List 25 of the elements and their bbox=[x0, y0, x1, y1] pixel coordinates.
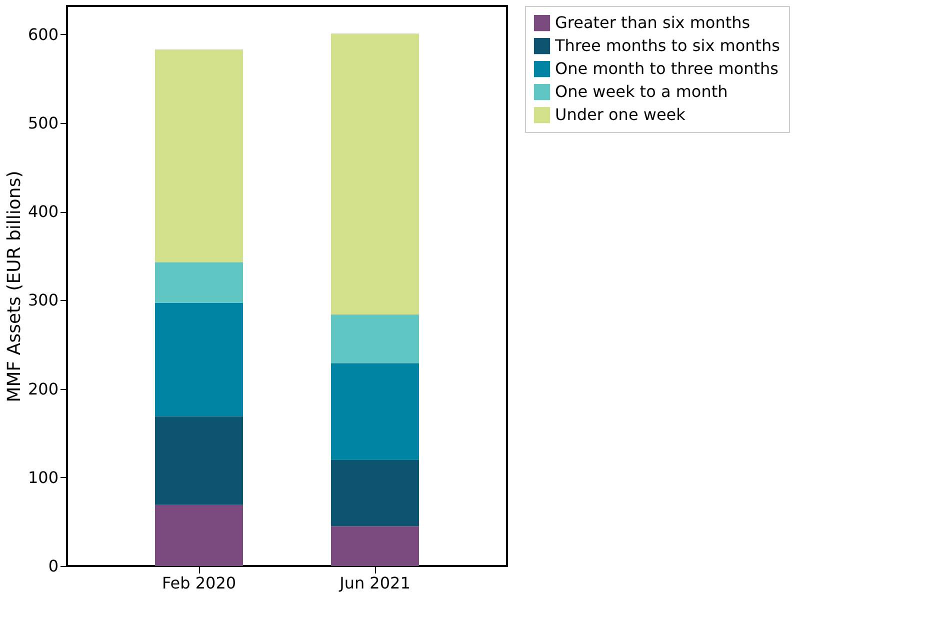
bar bbox=[155, 416, 243, 505]
y-tick-label: 200 bbox=[28, 379, 58, 398]
legend-label: Three months to six months bbox=[554, 36, 780, 55]
bar bbox=[155, 504, 243, 566]
bar bbox=[331, 33, 419, 314]
legend-label: One month to three months bbox=[555, 59, 779, 78]
y-tick-label: 300 bbox=[28, 290, 58, 310]
x-tick-label: Jun 2021 bbox=[338, 574, 410, 592]
bar bbox=[155, 49, 243, 262]
bar bbox=[155, 262, 243, 303]
y-tick-label: 100 bbox=[28, 468, 58, 487]
bar bbox=[155, 302, 243, 416]
x-tick-label: Feb 2020 bbox=[162, 574, 236, 592]
y-tick-label: 500 bbox=[28, 113, 58, 132]
y-axis-title: MMF Assets (EUR billions) bbox=[4, 170, 25, 402]
legend-label: One week to a month bbox=[555, 82, 728, 101]
y-tick-label: 400 bbox=[28, 202, 58, 222]
legend-label: Greater than six months bbox=[555, 13, 750, 32]
bar bbox=[331, 314, 419, 364]
y-tick-label: 600 bbox=[28, 24, 58, 44]
bar bbox=[331, 526, 419, 566]
y-tick-label: 0 bbox=[48, 556, 58, 576]
bar bbox=[331, 460, 419, 526]
legend-label: Under one week bbox=[555, 105, 686, 124]
bar bbox=[331, 363, 419, 460]
